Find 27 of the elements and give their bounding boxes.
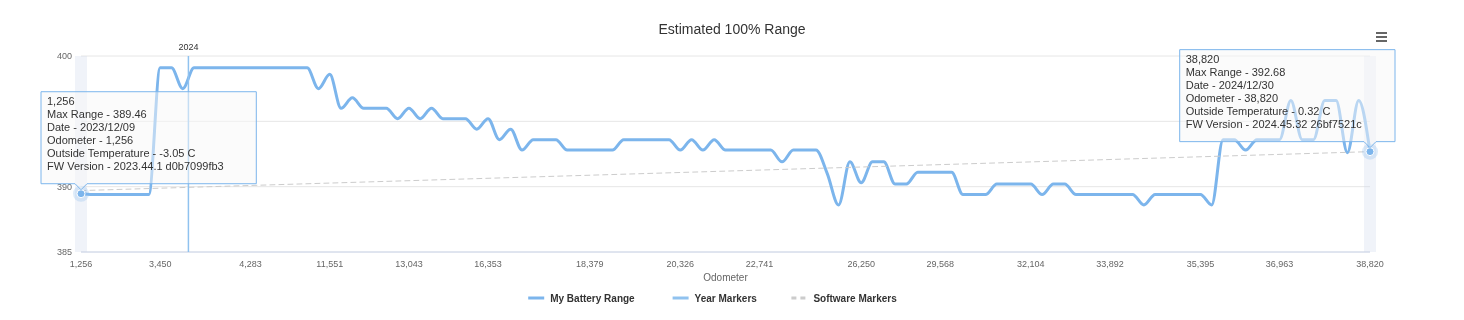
annotation: 38,820 Max Range - 392.68 Date - 2024/12/30 Odometer - 38,820 Outside Temperature - 0.32 C FW Version - 2024.45.32 26bf7521c [1185,52,1363,130]
x-tick-label: 20,326 [666,259,695,269]
legend-label: My Battery Range [550,293,636,304]
legend-label: Software Markers [813,293,898,304]
y-tick-label: 390 [56,181,72,192]
x-tick-label: 18,379 [576,259,604,269]
x-tick-label: 33,892 [1096,259,1124,269]
x-tick-label: 16,353 [474,259,502,269]
x-tick-label: 35,395 [1186,259,1215,269]
x-tick-label: 29,568 [926,259,955,269]
x-axis-title: Odometer [703,272,749,283]
x-tick-label: 13,043 [395,259,423,269]
x-tick-label: 36,963 [1265,259,1294,269]
legend-label: Year Markers [694,293,758,304]
x-tick-label: 26,250 [847,259,875,269]
x-tick-label: 38,820 [1356,259,1384,269]
x-tick-label: 11,551 [316,259,344,269]
x-tick-label: 3,450 [148,259,172,269]
x-tick-label: 32,104 [1017,259,1045,269]
chart-title: Estimated 100% Range [658,21,806,37]
y-tick-label: 400 [56,51,72,61]
x-tick-label: 22,741 [745,259,774,269]
text: 2024 [178,42,199,52]
annotation: 1,256 Max Range - 389.46 Date - 2023/12/09 Odometer - 1,256 Outside Temperature - -3.05 C FW Version - 2023.44.1 d0b7099fb3 [47,94,224,172]
x-tick-label: 4,283 [239,259,262,269]
y-tick-label: 385 [56,247,72,257]
x-tick-label: 1,256 [69,259,93,269]
